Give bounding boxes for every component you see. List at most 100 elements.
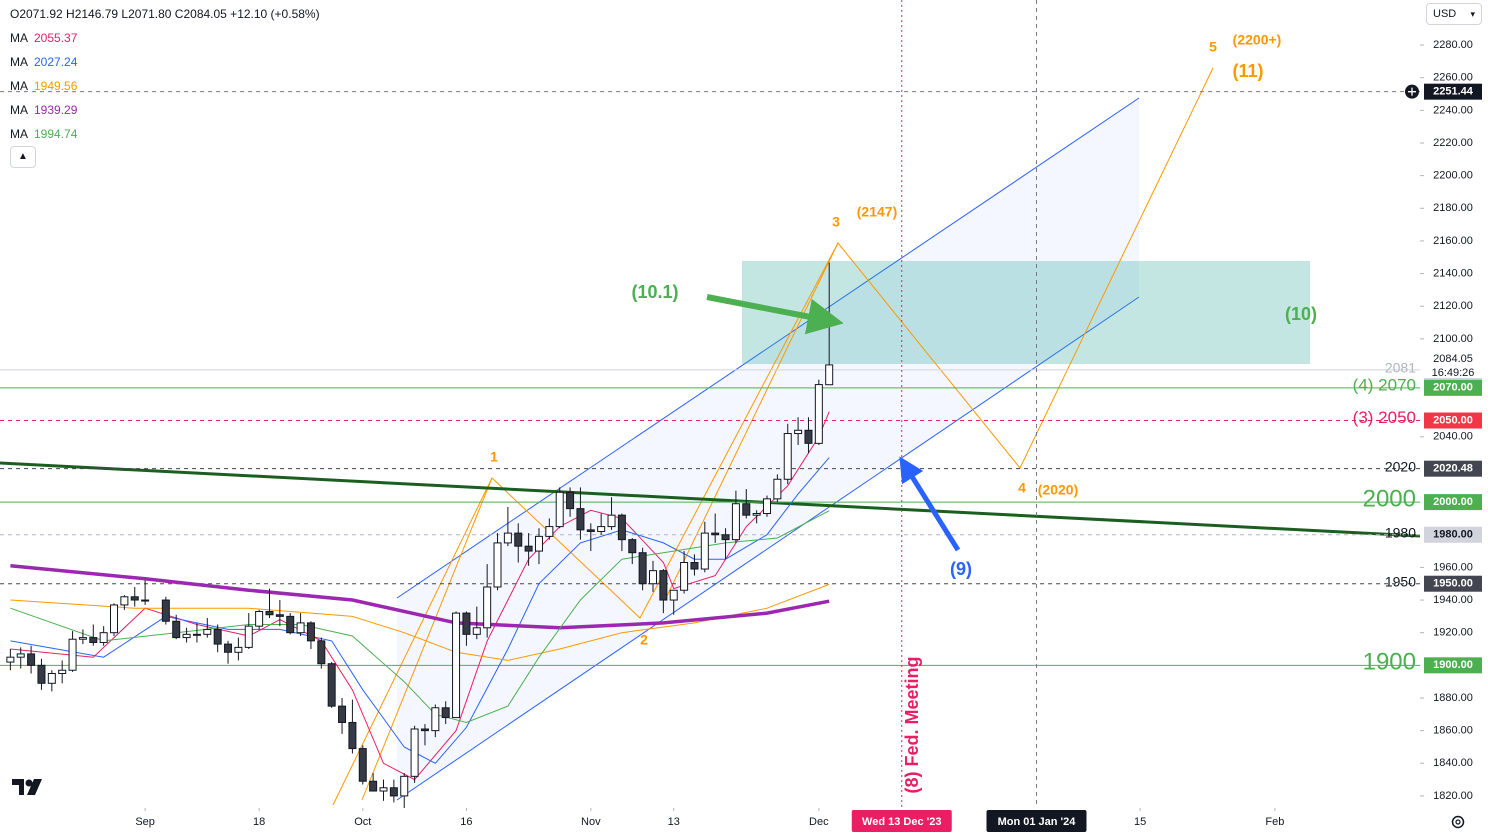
annotation: (8) Fed. Meeting xyxy=(902,656,922,793)
ma-name: MA xyxy=(10,127,28,141)
candle-body xyxy=(617,514,626,541)
y-tick-label: 1820.00 xyxy=(1433,790,1473,802)
candle-body xyxy=(763,498,772,515)
channel-fill xyxy=(397,98,1139,800)
wave-path xyxy=(332,67,1214,806)
candle-body xyxy=(141,599,150,602)
candle-body xyxy=(89,637,98,643)
date-badge-label: Wed 13 Dec '23 xyxy=(862,816,941,828)
ma-legend-row[interactable]: MA 2027.24 xyxy=(10,54,320,78)
annotation: (9) xyxy=(950,559,972,579)
candle-body xyxy=(576,508,585,531)
level-label: 1950 xyxy=(1385,573,1416,589)
x-tick-label: 18 xyxy=(253,816,265,828)
candle-body xyxy=(379,787,388,792)
candle-body xyxy=(773,478,782,500)
x-tick-label: 16 xyxy=(460,816,472,828)
candle-body xyxy=(275,614,284,617)
ma-legend-row[interactable]: MA 1949.56 xyxy=(10,78,320,102)
candle-body xyxy=(348,721,357,750)
annotations: 1 2 3 (2147) 4 (2020) 5 (2200+) (11) (10) (10.1) (9… xyxy=(490,32,1317,794)
level-label: 2081 xyxy=(1385,360,1416,376)
annotation: (2020) xyxy=(1038,482,1078,498)
x-tick-label: 13 xyxy=(668,816,680,828)
candle-body xyxy=(120,596,129,606)
x-tick-label: Sep xyxy=(135,816,155,828)
candle-body xyxy=(244,625,253,648)
ma-value: 2027.24 xyxy=(34,55,78,69)
level-label: (3) 2050 xyxy=(1353,408,1416,427)
caret: ▾ xyxy=(1470,9,1475,19)
levels: 2081(4) 2070 (3) 2050 2020 2000 1980 1950 1900 xyxy=(0,0,1420,808)
ma-legend-row[interactable]: MA 2055.37 xyxy=(10,30,320,54)
candle-body xyxy=(182,633,191,639)
annotation: (10.1) xyxy=(631,282,678,302)
candle-body xyxy=(700,532,709,570)
plot-area: 2081(4) 2070 (3) 2050 2020 2000 1980 1950 1900… xyxy=(0,0,1420,808)
candles xyxy=(6,262,834,808)
x-tick-label: Feb xyxy=(1265,816,1284,828)
level-badge xyxy=(1424,379,1482,396)
countdown: 16:49:26 xyxy=(1432,367,1475,379)
ma-value: 1949.56 xyxy=(34,79,78,93)
y-tick-label: 1880.00 xyxy=(1433,692,1473,704)
ma-legend-row[interactable]: MA 1994.74 xyxy=(10,126,320,150)
axes: 2280.00 2260.00 2240.00 2220.00 2200.00 2180.… xyxy=(135,39,1482,832)
candle-body xyxy=(493,542,502,588)
candle-body xyxy=(814,384,823,444)
candle-body xyxy=(742,503,751,516)
annotation: 5 xyxy=(1209,39,1217,55)
candle-body xyxy=(690,561,699,570)
candle-body xyxy=(752,513,761,516)
candle-body xyxy=(172,620,181,639)
channel-lower xyxy=(396,296,1140,801)
level-badge-label: 2020.48 xyxy=(1433,463,1473,475)
ohlc: O2071.92 H2146.79 L2071.80 C2084.05 +12.… xyxy=(10,7,320,21)
annotation: 4 xyxy=(1018,480,1026,496)
candle-body xyxy=(555,491,564,528)
candle-body xyxy=(369,780,378,792)
settings-icon[interactable] xyxy=(1451,815,1465,829)
y-tick-label: 2120.00 xyxy=(1433,300,1473,312)
level-badge xyxy=(1424,657,1482,674)
arrow xyxy=(899,456,961,552)
candle-body xyxy=(794,429,803,435)
ma-name: MA xyxy=(10,31,28,45)
candle-body xyxy=(255,610,264,627)
candle-body xyxy=(825,364,834,386)
candle-body xyxy=(524,545,533,552)
x-tick-label: Nov xyxy=(581,816,601,828)
candle-body xyxy=(37,664,46,684)
candle-body xyxy=(110,604,119,634)
level-badge-label: 2050.00 xyxy=(1433,414,1473,426)
candle-body xyxy=(68,638,77,671)
annotation: 3 xyxy=(832,214,840,230)
ma-legend-row[interactable]: MA 1939.29 xyxy=(10,102,320,126)
candle-body xyxy=(389,787,398,797)
currency-select[interactable]: USD ▾ xyxy=(1426,3,1482,25)
collapse-button[interactable]: ▲ xyxy=(10,146,36,168)
candle-body xyxy=(534,535,543,552)
moving-averages xyxy=(10,411,830,781)
annotation: (10) xyxy=(1285,304,1317,324)
candle-body xyxy=(711,532,720,536)
ma-line xyxy=(10,457,830,764)
target-zone xyxy=(742,261,1310,364)
candle-body xyxy=(203,628,212,635)
level-label: (4) 2070 xyxy=(1353,375,1416,394)
y-tick-label: 1920.00 xyxy=(1433,627,1473,639)
ma-value: 2055.37 xyxy=(34,31,78,45)
candle-body xyxy=(545,526,554,537)
candle-body xyxy=(6,656,15,663)
level-label: 2000 xyxy=(1363,485,1416,512)
candle-body xyxy=(317,640,326,665)
x-tick-label: Oct xyxy=(354,816,371,828)
candle-body xyxy=(338,705,347,723)
y-tick-label: 2160.00 xyxy=(1433,235,1473,247)
annotation: (2147) xyxy=(857,204,897,220)
y-tick-label: 2040.00 xyxy=(1433,431,1473,443)
candle-body xyxy=(514,532,523,547)
candle-body xyxy=(286,615,295,634)
candle-body xyxy=(452,612,461,719)
